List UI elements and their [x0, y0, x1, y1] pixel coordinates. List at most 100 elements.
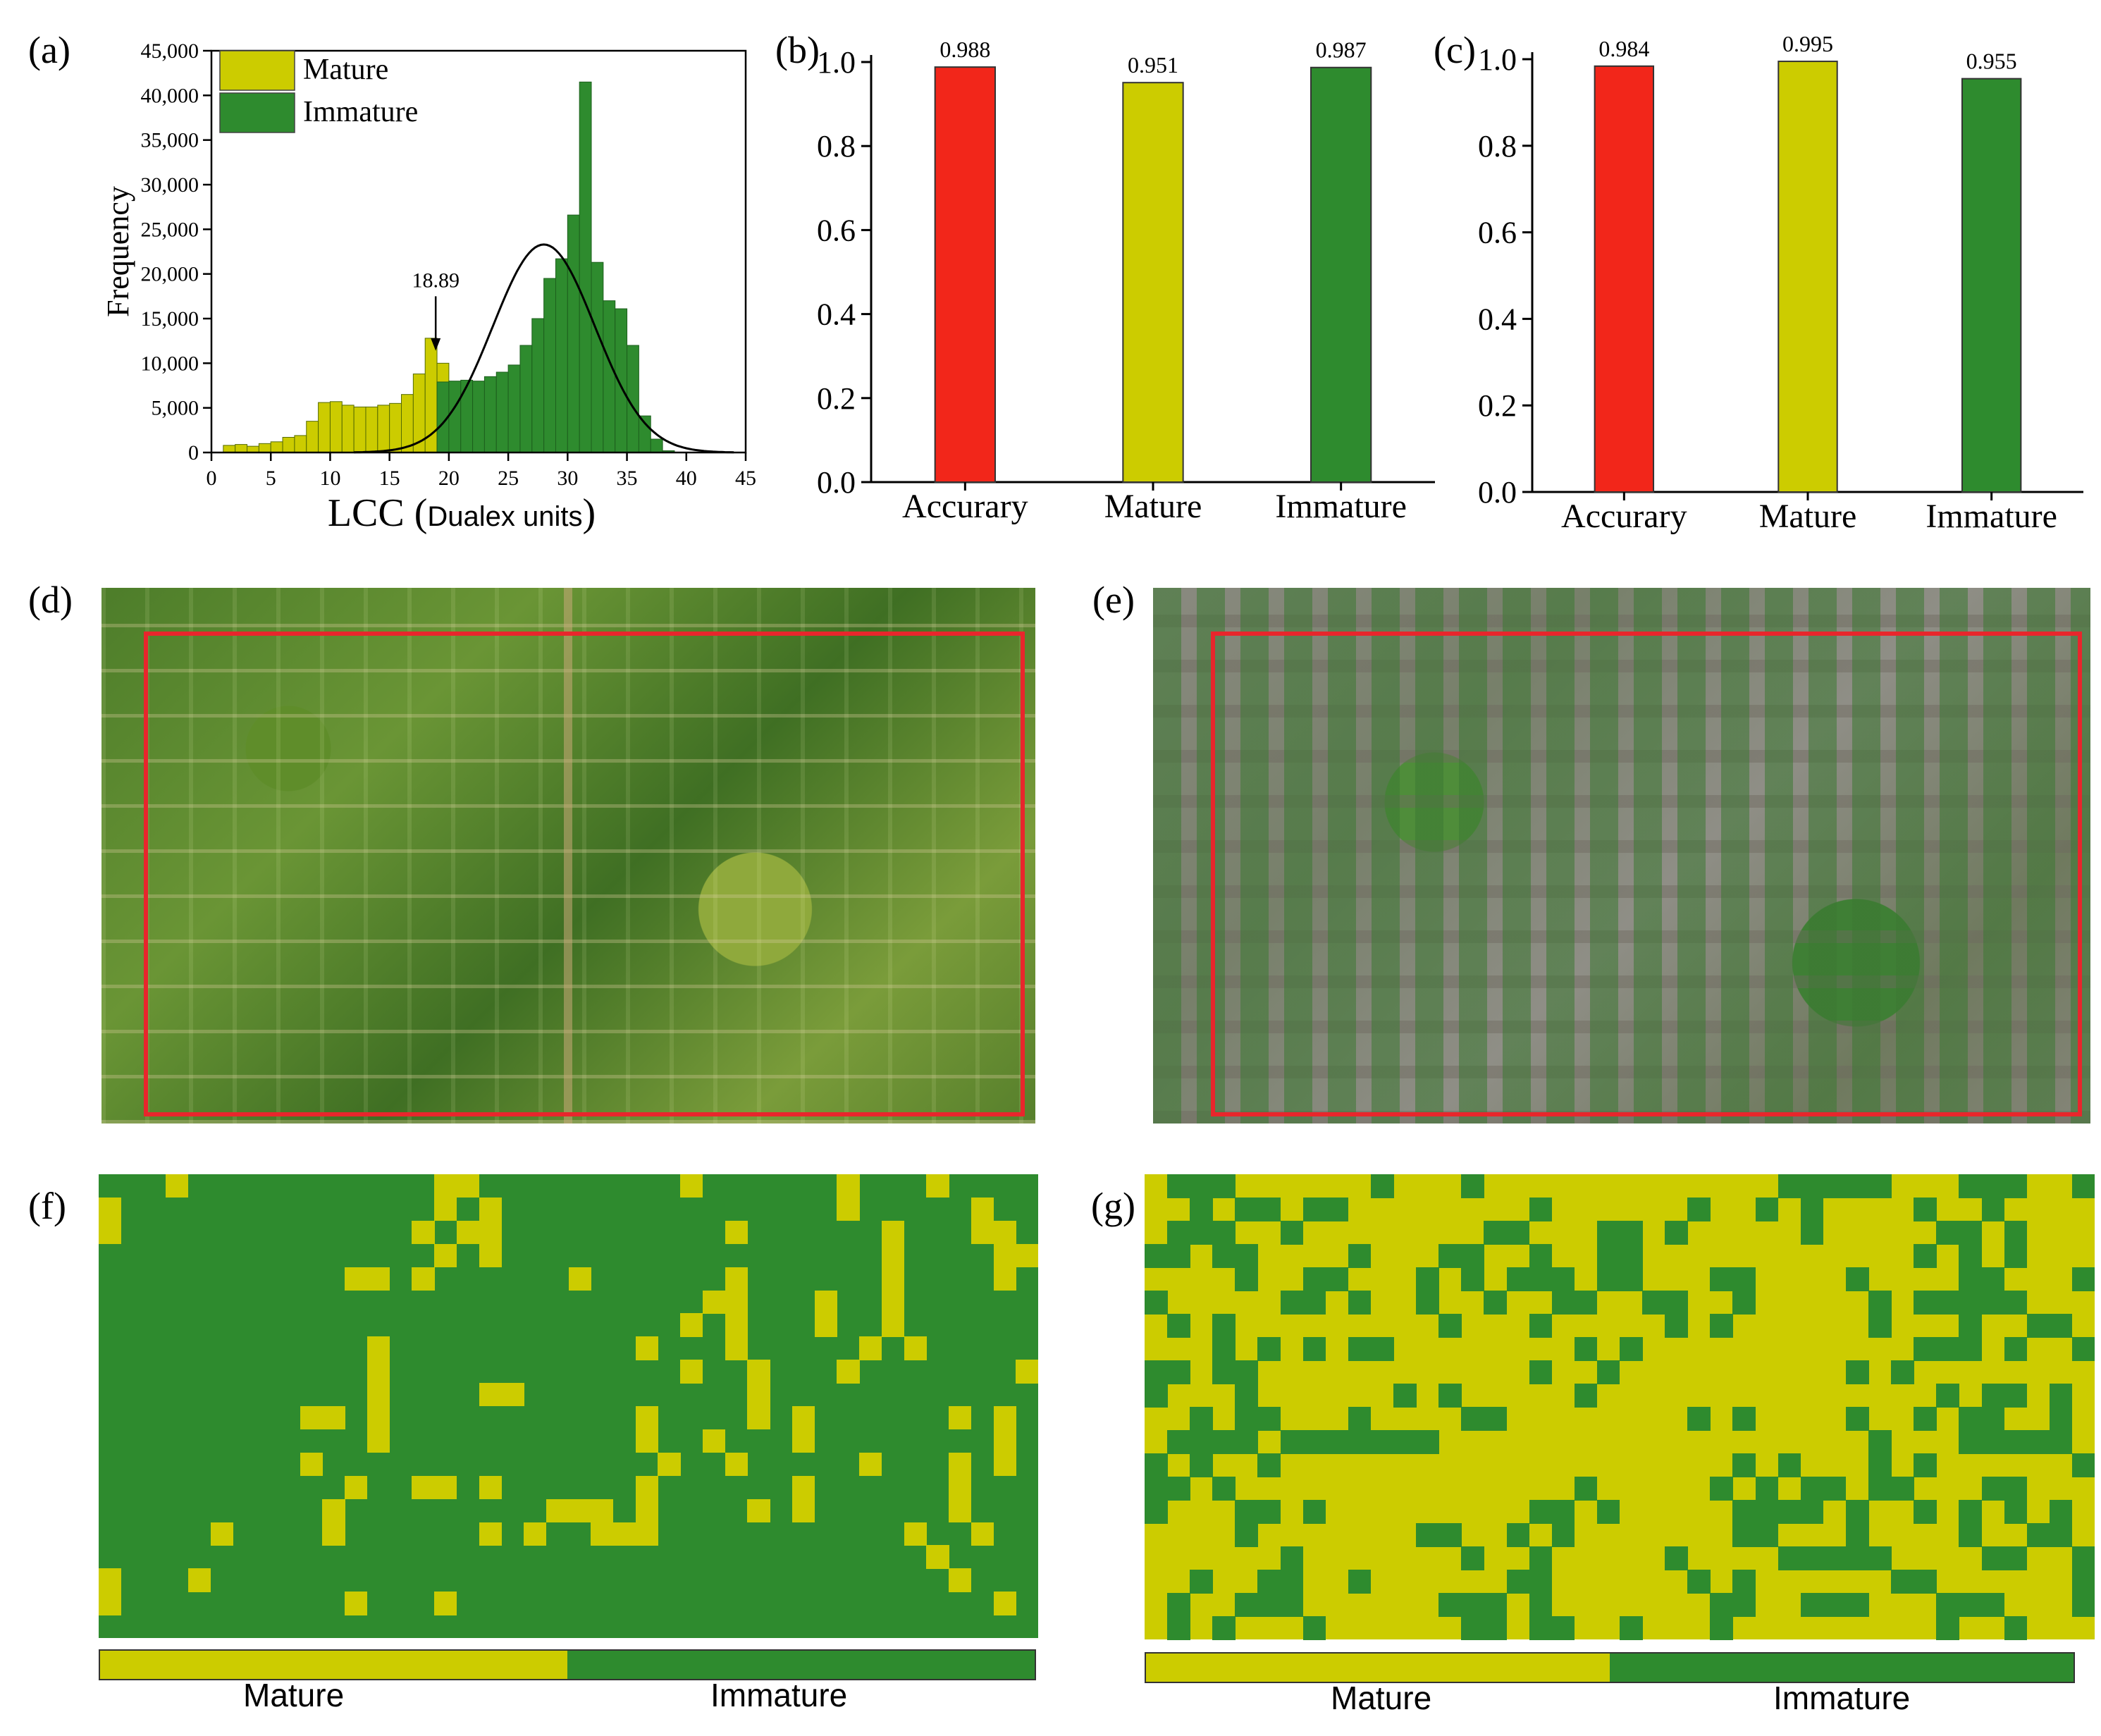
map-cell [1302, 1267, 1326, 1291]
map-cell [1190, 1453, 1213, 1477]
map-cell [1280, 1291, 1304, 1315]
map-cell [1914, 1407, 1937, 1431]
map-cell [814, 1290, 837, 1314]
map-cell [1529, 1500, 1553, 1524]
map-cell [1393, 1430, 1417, 1454]
map-cell [322, 1498, 345, 1522]
map-cell [479, 1197, 502, 1221]
map-cell [993, 1406, 1016, 1430]
map-cell [1959, 1337, 1983, 1361]
map-cell [1280, 1546, 1304, 1570]
map-cell [1868, 1453, 1892, 1477]
map-cell [1461, 1267, 1484, 1291]
map-cell [1710, 1616, 1733, 1640]
x-tick-label: 0 [207, 467, 217, 490]
map-cell [1620, 1221, 1643, 1245]
map-cell [1190, 1221, 1213, 1245]
map-cell [546, 1498, 569, 1522]
classification-map-f [99, 1174, 1039, 1638]
map-cell [1529, 1593, 1553, 1617]
map-cell [1145, 1291, 1168, 1315]
map-cell [1529, 1198, 1553, 1221]
map-cell [881, 1290, 905, 1314]
map-cell [1665, 1314, 1688, 1338]
map-cell [1755, 1198, 1779, 1221]
map-cell [1529, 1360, 1553, 1384]
map-cell [2004, 1384, 2028, 1408]
category-label: Accurary [1561, 498, 1687, 535]
map-cell [1167, 1174, 1190, 1198]
legend-label-immature: Immature [303, 96, 418, 128]
map-cell [725, 1336, 748, 1360]
map-cell [1370, 1174, 1394, 1198]
y-tick-label: 0.0 [1478, 475, 1517, 510]
map-cell [1484, 1291, 1508, 1315]
map-cell [1959, 1244, 1983, 1268]
map-cell [1777, 1174, 1801, 1198]
y-tick-label: 35,000 [141, 129, 199, 152]
map-cell [635, 1429, 658, 1453]
x-tick-label: 15 [379, 467, 400, 490]
map-cell [791, 1406, 815, 1430]
map-cell [1868, 1477, 1892, 1501]
map-cell [1302, 1616, 1326, 1640]
classification-map-g [1145, 1174, 2095, 1640]
immature-bin [531, 318, 545, 453]
map-cell [1235, 1244, 1258, 1268]
red-roi-box [1211, 632, 2082, 1116]
map-cell [1484, 1221, 1508, 1245]
map-cell [412, 1475, 435, 1500]
map-cell [1981, 1384, 2005, 1408]
map-cell [949, 1568, 972, 1592]
map-cell [725, 1290, 748, 1314]
map-cell [1348, 1337, 1372, 1361]
map-cell [1732, 1291, 1756, 1315]
map-cell [1348, 1570, 1372, 1594]
y-tick-label: 0.0 [817, 465, 856, 500]
panel-label-a: (a) [28, 29, 70, 71]
map-cell [993, 1429, 1016, 1453]
y-tick-label: 30,000 [141, 173, 199, 197]
map-cell [1257, 1453, 1281, 1477]
map-cell [1461, 1546, 1484, 1570]
map-cell [2004, 1291, 2028, 1315]
map-cell [949, 1498, 972, 1522]
map-cell [1235, 1267, 1258, 1291]
map-cell [1914, 1198, 1937, 1221]
map-cell [1845, 1523, 1869, 1547]
map-cell [1235, 1360, 1258, 1384]
y-tick-label: 0.6 [817, 213, 856, 247]
map-cell [1891, 1360, 1914, 1384]
map-cell [1800, 1500, 1824, 1524]
map-cell [1325, 1267, 1349, 1291]
x-axis-title-close: ) [583, 491, 596, 535]
mature-bin [365, 406, 378, 453]
map-cell [791, 1475, 815, 1500]
map-cell [1212, 1360, 1236, 1384]
map-cell [456, 1220, 480, 1245]
x-tick-label: 5 [266, 467, 276, 490]
map-cell [1416, 1523, 1439, 1547]
immature-bin [519, 345, 533, 453]
map-cell [479, 1522, 502, 1546]
map-cell [1959, 1407, 1983, 1431]
map-cell [1732, 1407, 1756, 1431]
y-tick-label: 0.2 [1478, 388, 1517, 423]
map-cell [456, 1174, 480, 1198]
map-cell [434, 1592, 457, 1615]
map-cell [1438, 1244, 1462, 1268]
y-tick-label: 0.4 [1478, 302, 1517, 336]
map-cell [1914, 1337, 1937, 1361]
map-cell [1506, 1267, 1530, 1291]
map-cell [1800, 1546, 1824, 1570]
map-cell [322, 1406, 345, 1430]
map-cell [1755, 1523, 1779, 1547]
map-cell [725, 1452, 748, 1477]
map-cell [1710, 1267, 1733, 1291]
map-cell [881, 1220, 905, 1245]
map-cell [1665, 1546, 1688, 1570]
map-cell [1732, 1593, 1756, 1617]
map-cell [1981, 1593, 2005, 1617]
map-cell [1868, 1174, 1892, 1198]
map-cell [1416, 1267, 1439, 1291]
